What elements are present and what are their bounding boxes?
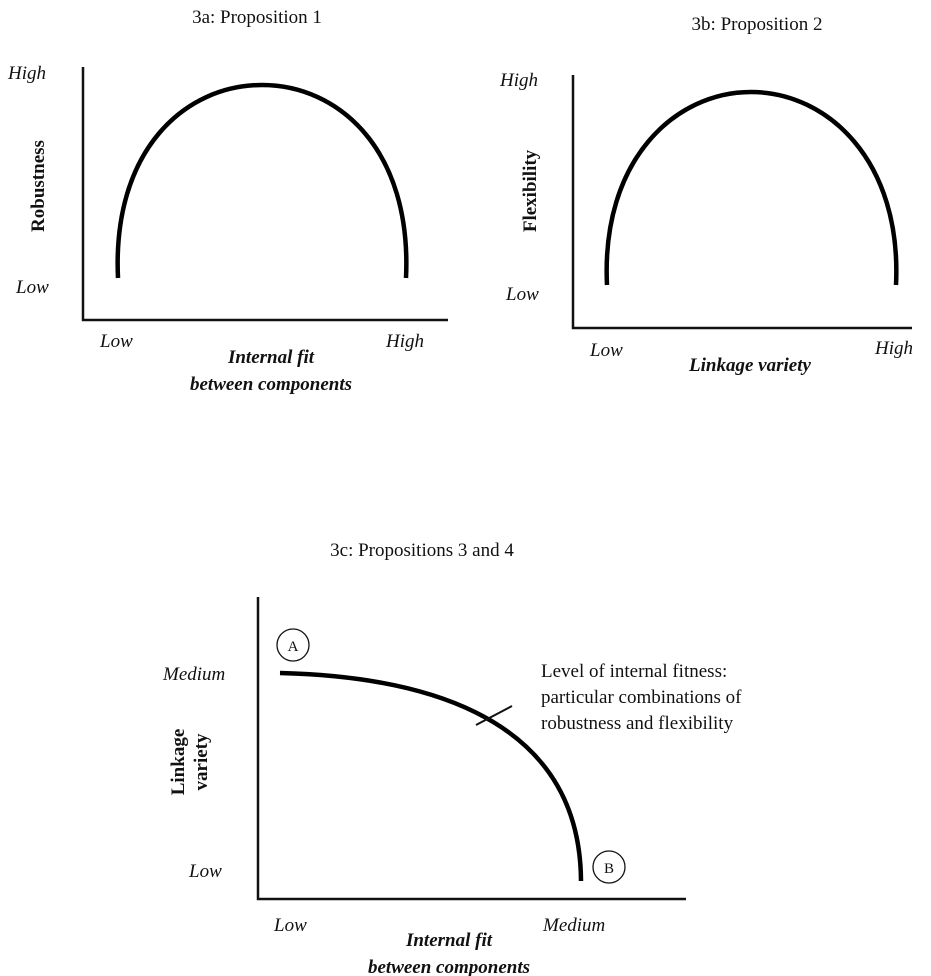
panel-b-axes bbox=[571, 75, 912, 330]
panel-b-curve bbox=[604, 89, 899, 286]
panel-b-title: 3b: Proposition 2 bbox=[692, 14, 823, 35]
panel-c-curve bbox=[279, 670, 584, 882]
panel-b-y-axis-label: Flexibility bbox=[520, 149, 541, 232]
marker-a: A bbox=[276, 628, 310, 662]
panel-a: 3a: Proposition 1 High Low Robustness Lo… bbox=[7, 7, 448, 395]
panel-a-axes bbox=[81, 67, 448, 322]
panel-a-y-high: High bbox=[7, 63, 46, 84]
panel-b-x-low: Low bbox=[589, 340, 623, 361]
annotation-line-3: robustness and flexibility bbox=[541, 713, 734, 734]
panel-b: 3b: Proposition 2 High Low Flexibility L… bbox=[499, 14, 913, 376]
panel-c-y-axis-label-line2: variety bbox=[191, 733, 212, 790]
panel-c-y-axis-label-line1: Linkage bbox=[168, 729, 189, 796]
panel-a-x-axis-label-line2: between components bbox=[190, 374, 352, 395]
panel-c-x-axis-label-line2: between components bbox=[368, 957, 530, 976]
panel-c-x-axis-label-line1: Internal fit bbox=[405, 930, 493, 951]
panel-a-x-low: Low bbox=[99, 331, 133, 352]
panel-b-x-axis-label: Linkage variety bbox=[688, 355, 811, 376]
panel-a-x-high: High bbox=[385, 331, 424, 352]
annotation-leader-line bbox=[475, 705, 513, 726]
annotation-line-2: particular combinations of bbox=[541, 687, 742, 708]
panel-a-curve bbox=[115, 82, 409, 279]
annotation-line-1: Level of internal fitness: bbox=[541, 661, 727, 682]
panel-c-x-medium: Medium bbox=[542, 915, 605, 936]
marker-b-label: B bbox=[604, 861, 614, 877]
panel-c-y-medium: Medium bbox=[162, 664, 225, 685]
panel-c-x-low: Low bbox=[273, 915, 307, 936]
marker-a-label: A bbox=[288, 639, 299, 655]
panel-c-axes bbox=[256, 597, 686, 901]
panel-b-y-low: Low bbox=[505, 284, 539, 305]
panel-c-y-low: Low bbox=[188, 861, 222, 882]
panel-b-x-high: High bbox=[874, 338, 913, 359]
panel-a-y-low: Low bbox=[15, 277, 49, 298]
panel-c-title: 3c: Propositions 3 and 4 bbox=[330, 540, 514, 561]
panel-a-y-axis-label: Robustness bbox=[28, 140, 49, 232]
marker-b: B bbox=[592, 850, 626, 884]
panel-b-y-high: High bbox=[499, 70, 538, 91]
panel-a-x-axis-label-line1: Internal fit bbox=[227, 347, 315, 368]
panel-a-title: 3a: Proposition 1 bbox=[192, 7, 322, 28]
panel-c: 3c: Propositions 3 and 4 Medium Low Link… bbox=[162, 540, 742, 976]
